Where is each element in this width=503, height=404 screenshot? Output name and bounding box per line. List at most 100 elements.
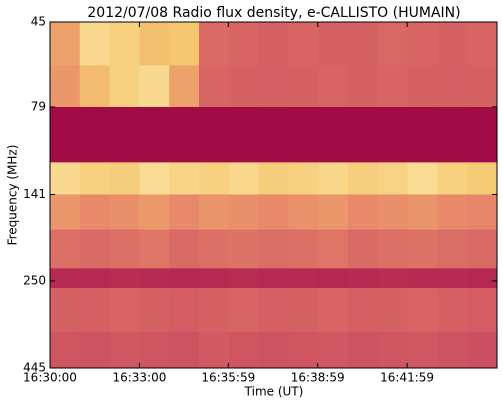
- heatmap-cell: [50, 106, 81, 163]
- chart-title: 2012/07/08 Radio flux density, e-CALLIST…: [87, 5, 460, 21]
- heatmap-cell: [437, 331, 468, 369]
- heatmap-cell: [109, 194, 140, 231]
- heatmap-cell: [288, 331, 319, 369]
- x-axis-label: Time (UT): [244, 385, 304, 399]
- y-axis-label: Frequency (MHz): [6, 145, 20, 246]
- heatmap-cell: [467, 22, 498, 66]
- heatmap-cell: [258, 106, 289, 163]
- heatmap-cell: [318, 162, 349, 195]
- heatmap-cell: [169, 229, 200, 269]
- heatmap-cell: [467, 288, 498, 333]
- x-tick-label: 16:41:59: [380, 371, 434, 385]
- heatmap-cell: [407, 331, 438, 369]
- heatmap-cell: [79, 22, 111, 66]
- heatmap-cell: [437, 268, 468, 289]
- heatmap-cell: [467, 106, 498, 163]
- heatmap-cell: [318, 331, 349, 369]
- heatmap-cell: [199, 268, 230, 289]
- heatmap-cell: [348, 331, 379, 369]
- heatmap-cell: [228, 162, 260, 195]
- heatmap-cell: [258, 229, 289, 269]
- heatmap-cell: [288, 268, 319, 289]
- heatmap-cell: [407, 194, 438, 231]
- heatmap-cell: [437, 194, 468, 231]
- heatmap-cell: [79, 288, 111, 333]
- heatmap-cell: [407, 162, 438, 195]
- heatmap-cell: [348, 229, 379, 269]
- heatmap-cell: [377, 162, 409, 195]
- heatmap-cell: [318, 194, 349, 231]
- x-tick-label: 16:30:00: [23, 371, 77, 385]
- heatmap-cell: [467, 162, 498, 195]
- heatmap-cell: [139, 194, 170, 231]
- heatmap-cell: [258, 162, 289, 195]
- heatmap-cell: [109, 22, 140, 66]
- heatmap-cell: [109, 106, 140, 163]
- heatmap-cell: [169, 22, 200, 66]
- y-tick-label: 45: [31, 15, 46, 29]
- plot-frame: [49, 21, 498, 369]
- heatmap-cell: [228, 331, 260, 369]
- heatmap-cell: [228, 65, 260, 108]
- heatmap-cell: [288, 22, 319, 66]
- heatmap-cell: [139, 288, 170, 333]
- heatmap-cell: [258, 288, 289, 333]
- heatmap-cell: [467, 229, 498, 269]
- heatmap-cell: [109, 288, 140, 333]
- heatmap-cell: [199, 331, 230, 369]
- heatmap-cell: [377, 268, 409, 289]
- heatmap-cell: [407, 65, 438, 108]
- heatmap-cell: [50, 229, 81, 269]
- heatmap-cell: [467, 65, 498, 108]
- heatmap-cell: [228, 106, 260, 163]
- y-tick-label: 445: [23, 361, 46, 375]
- heatmap-cell: [169, 65, 200, 108]
- heatmap-cell: [288, 288, 319, 333]
- heatmap-cell: [199, 22, 230, 66]
- y-tick-label: 79: [31, 99, 46, 113]
- heatmap-cell: [79, 194, 111, 231]
- heatmap-cell: [467, 194, 498, 231]
- heatmap-cell: [169, 331, 200, 369]
- heatmap-cell: [318, 229, 349, 269]
- heatmap-cell: [199, 162, 230, 195]
- heatmap-cell: [50, 22, 81, 66]
- heatmap-cell: [50, 65, 81, 108]
- heatmap-cell: [377, 288, 409, 333]
- heatmap-cell: [169, 162, 200, 195]
- heatmap-cell: [228, 268, 260, 289]
- heatmap-cell: [318, 268, 349, 289]
- heatmap-cell: [169, 268, 200, 289]
- heatmap-cell: [348, 106, 379, 163]
- heatmap-cell: [139, 331, 170, 369]
- heatmap-cell: [50, 194, 81, 231]
- heatmap-cell: [199, 194, 230, 231]
- heatmap-cell: [79, 162, 111, 195]
- heatmap-cell: [437, 22, 468, 66]
- heatmap-cell: [407, 22, 438, 66]
- y-tick-label: 250: [23, 273, 46, 287]
- heatmap-cell: [109, 162, 140, 195]
- heatmap-cell: [169, 106, 200, 163]
- heatmap-cell: [79, 106, 111, 163]
- x-tick-label: 16:35:59: [201, 371, 255, 385]
- heatmap-cell: [109, 268, 140, 289]
- heatmap-cell: [258, 331, 289, 369]
- heatmap-cell: [348, 194, 379, 231]
- heatmap-cell: [377, 65, 409, 108]
- heatmap: [50, 22, 498, 369]
- heatmap-cell: [288, 229, 319, 269]
- y-tick-label: 141: [23, 187, 46, 201]
- heatmap-cell: [50, 331, 81, 369]
- heatmap-cell: [377, 106, 409, 163]
- heatmap-cell: [79, 268, 111, 289]
- heatmap-cell: [50, 288, 81, 333]
- heatmap-cell: [407, 268, 438, 289]
- heatmap-cell: [437, 288, 468, 333]
- heatmap-cell: [377, 229, 409, 269]
- heatmap-cell: [169, 194, 200, 231]
- heatmap-cell: [377, 22, 409, 66]
